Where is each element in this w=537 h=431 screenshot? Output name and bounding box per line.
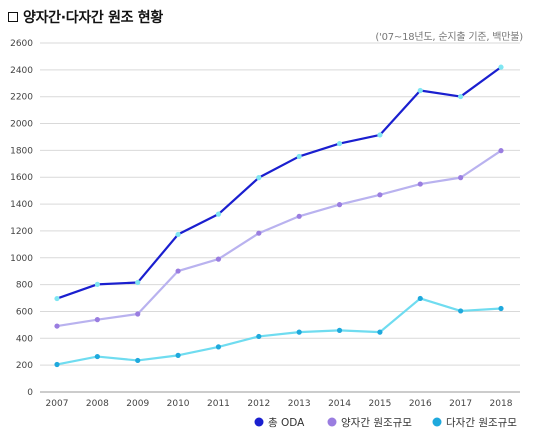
data-point [458,175,464,181]
y-tick-label: 1200 [10,227,33,237]
data-point [175,352,181,358]
data-point [336,202,343,208]
data-point [458,308,464,314]
data-point [498,305,504,312]
y-tick-label: 800 [16,281,33,291]
x-tick-label: 2010 [167,399,190,409]
data-point [417,87,423,94]
square-bullet-icon [8,12,18,22]
data-point [296,329,302,335]
y-tick-label: 0 [27,388,33,398]
data-point [336,327,343,333]
data-point [215,256,222,262]
x-tick-label: 2009 [126,399,149,409]
data-point [256,333,262,340]
legend-marker [254,417,264,427]
y-tick-label: 2200 [10,93,33,103]
data-point [54,295,60,302]
data-point [135,311,141,317]
data-point [296,213,302,219]
series-points [54,64,504,368]
x-tick-label: 2016 [409,399,432,409]
y-tick-label: 1600 [10,173,33,183]
data-point [135,279,141,286]
y-tick-label: 1800 [10,146,33,156]
legend-label: 다자간 원조규모 [446,417,517,429]
chart-title: 양자간·다자간 원조 현황 [8,6,163,28]
x-tick-label: 2014 [328,399,351,409]
legend-marker [432,417,442,427]
y-tick-label: 1400 [10,200,33,210]
data-point [175,231,181,238]
data-point [417,295,423,302]
data-point [417,181,423,187]
data-point [377,192,383,198]
data-point [498,148,504,154]
x-tick-label: 2012 [247,399,270,409]
y-tick-label: 1000 [10,254,33,264]
legend-marker [327,417,337,427]
y-tick-label: 400 [16,334,33,344]
x-tick-label: 2011 [207,399,230,409]
x-tick-label: 2015 [368,399,391,409]
x-tick-label: 2008 [86,399,109,409]
y-tick-label: 2000 [10,120,33,130]
legend-label: 총 ODA [268,417,305,429]
data-point [458,93,464,100]
legend-label: 양자간 원조규모 [341,417,412,429]
series-line-2 [56,149,502,328]
data-point [54,323,60,329]
y-tick-label: 600 [16,307,33,317]
data-point [377,329,383,335]
data-point [215,211,222,217]
data-point [54,361,60,368]
series-lines [56,66,502,366]
data-point [256,230,262,236]
y-tick-label: 200 [16,361,33,371]
data-point [94,353,100,360]
data-point [175,268,181,274]
data-point [296,153,302,160]
x-tick-label: 2013 [288,399,311,409]
chart-subtitle: ('07~18년도, 순지출 기준, 백만불) [375,32,523,43]
data-point [498,64,504,70]
data-point [94,317,100,323]
data-point [336,140,343,147]
data-point [215,344,222,350]
data-point [135,357,141,364]
legend: 총 ODA 양자간 원조규모 다자간 원조규모 [254,417,517,429]
grid-lines [40,42,520,393]
y-tick-label: 2400 [10,66,33,76]
x-tick-label: 2018 [490,399,513,409]
x-tick-label: 2017 [449,399,472,409]
x-axis-ticks: 2007 2008 2009 2010 2011 2012 2013 2014 2015 2016… [46,399,513,409]
x-tick-label: 2007 [46,399,69,409]
y-tick-label: 2600 [10,39,33,49]
chart-title-text: 양자간·다자간 원조 현황 [23,10,163,26]
data-point [94,281,100,287]
data-point [256,175,262,181]
data-point [377,132,383,138]
y-axis-ticks: 0 200 400 600 800 1000 1200 1400 1600 1800 2000 220… [10,39,33,398]
series-line-3 [56,297,502,366]
series-line-1 [56,66,502,300]
